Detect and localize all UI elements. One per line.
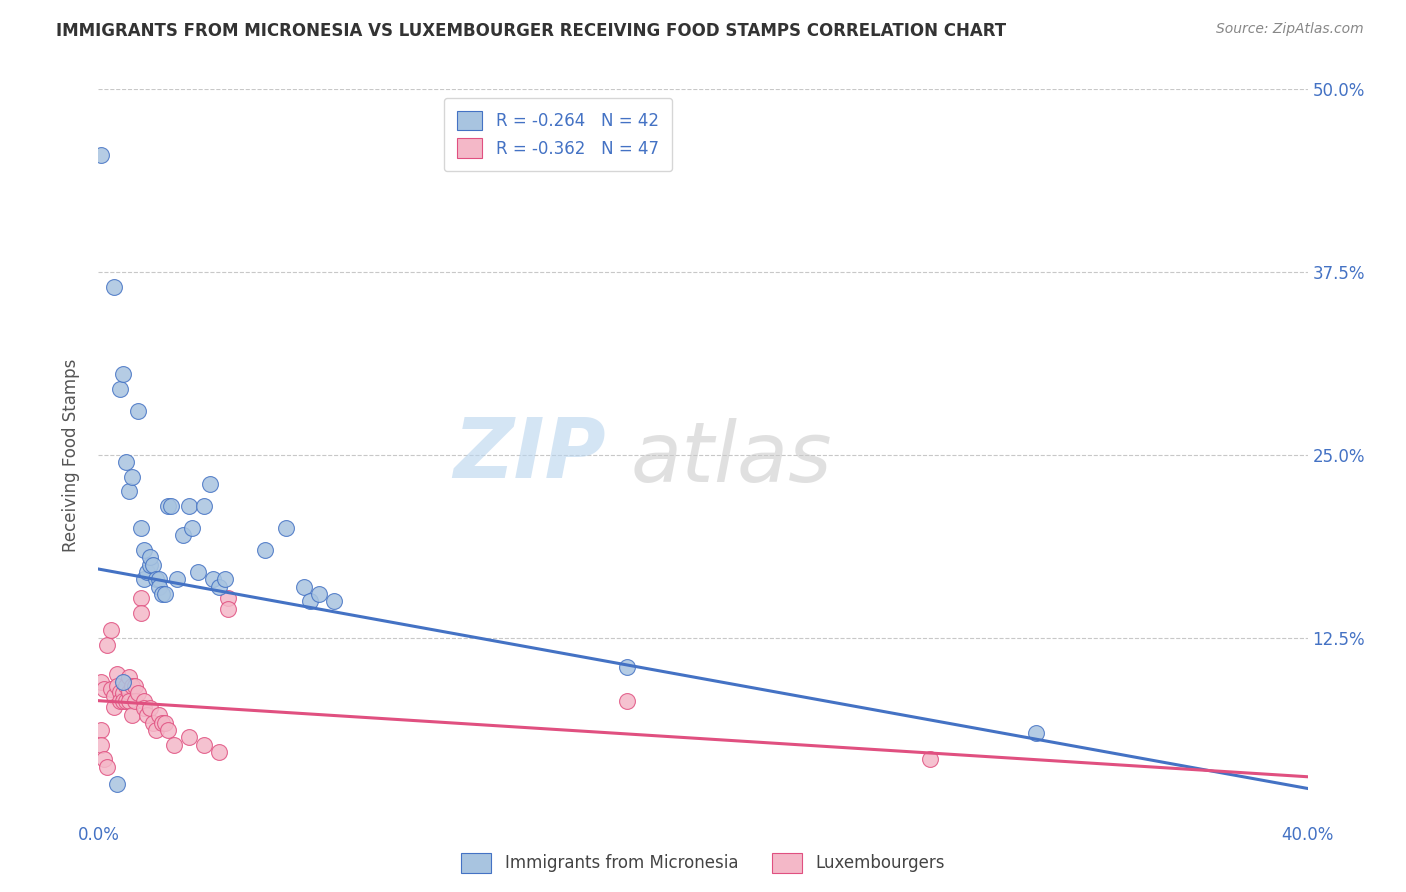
Point	[139, 550, 162, 565]
Text: Source: ZipAtlas.com: Source: ZipAtlas.com	[1216, 22, 1364, 37]
Point	[148, 580, 170, 594]
Point	[253, 543, 276, 558]
Point	[163, 738, 186, 752]
Point	[124, 694, 146, 708]
Point	[274, 521, 297, 535]
Point	[127, 404, 149, 418]
Point	[299, 594, 322, 608]
Point	[96, 759, 118, 773]
Point	[90, 674, 112, 689]
Point	[202, 572, 225, 586]
Point	[90, 723, 112, 737]
Point	[156, 723, 179, 737]
Point	[918, 752, 941, 766]
Point	[121, 470, 143, 484]
Point	[150, 715, 173, 730]
Point	[166, 572, 188, 586]
Point	[616, 660, 638, 674]
Point	[105, 679, 128, 693]
Legend: Immigrants from Micronesia, Luxembourgers: Immigrants from Micronesia, Luxembourger…	[454, 847, 952, 880]
Text: ZIP: ZIP	[454, 415, 606, 495]
Point	[156, 499, 179, 513]
Point	[153, 715, 176, 730]
Point	[96, 638, 118, 652]
Point	[139, 701, 162, 715]
Text: atlas: atlas	[630, 418, 832, 500]
Point	[111, 368, 134, 382]
Point	[90, 148, 112, 162]
Y-axis label: Receiving Food Stamps: Receiving Food Stamps	[62, 359, 80, 551]
Point	[193, 499, 215, 513]
Point	[127, 686, 149, 700]
Point	[114, 694, 136, 708]
Point	[193, 738, 215, 752]
Point	[105, 777, 128, 791]
Point	[145, 572, 167, 586]
Point	[105, 667, 128, 681]
Point	[111, 686, 134, 700]
Point	[132, 694, 155, 708]
Point	[108, 382, 131, 396]
Point	[139, 558, 162, 572]
Point	[179, 499, 201, 513]
Point	[214, 572, 236, 586]
Point	[129, 521, 152, 535]
Point	[114, 455, 136, 469]
Point	[103, 279, 125, 293]
Point	[132, 543, 155, 558]
Point	[208, 580, 231, 594]
Point	[323, 594, 346, 608]
Point	[150, 587, 173, 601]
Point	[103, 690, 125, 704]
Point	[135, 565, 157, 579]
Point	[172, 528, 194, 542]
Point	[90, 738, 112, 752]
Point	[100, 681, 122, 696]
Point	[111, 694, 134, 708]
Point	[148, 572, 170, 586]
Point	[217, 601, 239, 615]
Point	[179, 731, 201, 745]
Point	[114, 679, 136, 693]
Point	[108, 694, 131, 708]
Point	[121, 679, 143, 693]
Point	[111, 674, 134, 689]
Point	[103, 699, 125, 714]
Point	[153, 587, 176, 601]
Point	[308, 587, 330, 601]
Point	[1024, 726, 1046, 740]
Point	[217, 591, 239, 606]
Point	[208, 745, 231, 759]
Point	[132, 701, 155, 715]
Point	[142, 715, 165, 730]
Point	[100, 624, 122, 638]
Point	[135, 708, 157, 723]
Point	[160, 499, 183, 513]
Point	[187, 565, 209, 579]
Text: IMMIGRANTS FROM MICRONESIA VS LUXEMBOURGER RECEIVING FOOD STAMPS CORRELATION CHA: IMMIGRANTS FROM MICRONESIA VS LUXEMBOURG…	[56, 22, 1007, 40]
Point	[292, 580, 315, 594]
Point	[93, 752, 115, 766]
Point	[145, 723, 167, 737]
Point	[118, 670, 141, 684]
Point	[118, 694, 141, 708]
Point	[148, 708, 170, 723]
Point	[142, 558, 165, 572]
Point	[129, 591, 152, 606]
Point	[108, 685, 131, 699]
Point	[616, 694, 638, 708]
Point	[200, 477, 222, 491]
Point	[93, 681, 115, 696]
Point	[118, 484, 141, 499]
Point	[181, 521, 204, 535]
Point	[124, 679, 146, 693]
Point	[129, 606, 152, 620]
Point	[132, 572, 155, 586]
Point	[121, 708, 143, 723]
Legend: R = -0.264   N = 42, R = -0.362   N = 47: R = -0.264 N = 42, R = -0.362 N = 47	[444, 97, 672, 171]
Point	[118, 685, 141, 699]
